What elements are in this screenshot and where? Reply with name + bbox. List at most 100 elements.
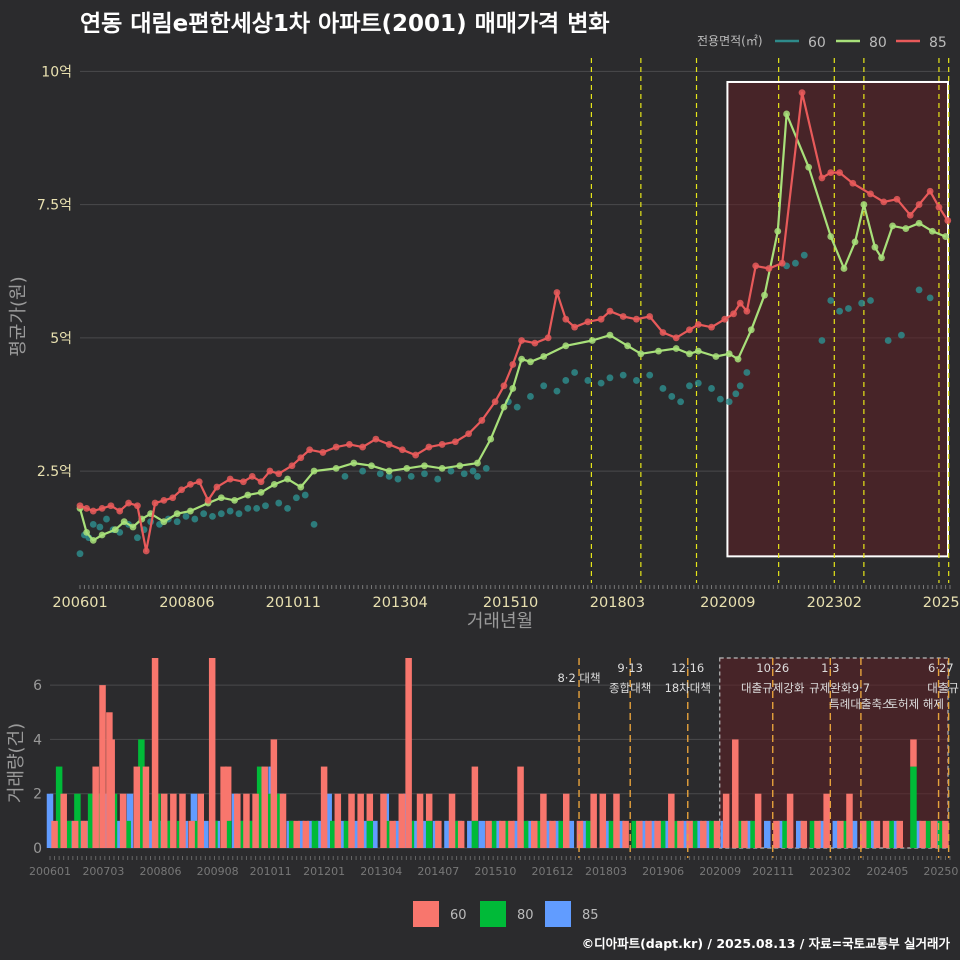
bar-60	[549, 820, 556, 848]
bar-80	[503, 820, 511, 848]
policy-annotation: 1·3	[821, 661, 839, 675]
data-point-80	[111, 526, 119, 534]
data-point-85	[606, 307, 614, 315]
bar-60	[142, 766, 150, 848]
data-point-60	[421, 470, 428, 478]
bar-80	[384, 820, 392, 848]
bar-85	[567, 820, 575, 848]
bar-60	[700, 820, 707, 848]
data-point-60	[226, 507, 234, 515]
bar-80	[782, 820, 789, 848]
bar-85	[704, 820, 712, 848]
data-point-80	[385, 467, 393, 475]
data-point-80	[915, 219, 923, 227]
bar-85	[512, 820, 520, 848]
data-point-85	[827, 169, 835, 176]
data-point-80	[500, 403, 508, 411]
data-point-80	[421, 462, 428, 470]
data-point-85	[893, 195, 901, 203]
bar-60	[348, 793, 355, 848]
bar-60	[320, 766, 328, 848]
data-point-85	[465, 430, 473, 438]
data-point-80	[637, 350, 645, 358]
x-tick-label: 202302	[807, 595, 862, 611]
data-point-60	[646, 371, 654, 379]
data-point-85	[736, 299, 744, 307]
bar-60	[531, 820, 538, 848]
bar-80	[343, 820, 351, 848]
x-tick-label: 2025	[923, 595, 960, 611]
bar-60	[119, 793, 127, 848]
data-point-60	[708, 385, 715, 392]
x-tick-label: 201906	[642, 865, 684, 878]
bar-80	[631, 820, 639, 848]
x-tick-label: 200601	[52, 595, 107, 611]
bar-85	[640, 820, 648, 848]
data-point-85	[332, 443, 340, 451]
data-point-60	[884, 337, 892, 344]
data-point-60	[619, 371, 627, 379]
bar-60	[366, 793, 374, 821]
data-point-85	[553, 289, 561, 296]
data-point-60	[275, 499, 283, 507]
bar-85	[298, 820, 305, 848]
bar-85	[681, 820, 689, 848]
data-point-80	[89, 536, 97, 544]
data-point-60	[469, 467, 477, 475]
legend-label-60: 60	[808, 35, 826, 51]
bar-85	[604, 820, 611, 848]
bar-85	[764, 820, 771, 848]
data-point-85	[116, 507, 124, 515]
data-point-60	[571, 369, 579, 376]
data-point-60	[359, 467, 367, 475]
x-tick-label: 200908	[197, 865, 239, 878]
bar-80	[585, 820, 593, 848]
data-point-85	[187, 480, 194, 488]
data-point-60	[235, 510, 243, 518]
data-point-85	[686, 326, 693, 334]
data-point-85	[297, 454, 305, 462]
bar-85	[581, 820, 588, 848]
bar-80	[535, 820, 543, 848]
bar-80	[366, 820, 374, 848]
policy-annotation: 종합대책	[609, 681, 651, 695]
data-point-60	[182, 512, 190, 520]
policy-annotation: 9·7	[852, 681, 870, 695]
bar-60	[224, 766, 232, 821]
bar-80	[124, 820, 131, 848]
data-point-60	[209, 512, 216, 520]
policy-annotation: 9·13	[617, 661, 643, 675]
data-point-60	[513, 403, 521, 411]
data-point-80	[160, 518, 168, 526]
data-point-80	[860, 201, 868, 208]
bar-85	[745, 820, 753, 848]
data-point-85	[694, 321, 702, 328]
data-point-60	[743, 369, 751, 376]
data-point-85	[659, 329, 667, 336]
data-point-85	[906, 211, 914, 219]
x-tick-label: 20250	[923, 865, 958, 878]
bar-60	[435, 820, 442, 848]
data-point-85	[288, 462, 296, 470]
y-tick-label: 7.5억	[37, 198, 72, 214]
bar-60	[170, 793, 177, 848]
policy-annotation: 12·16	[671, 661, 704, 675]
data-point-85	[204, 496, 212, 504]
data-point-80	[761, 291, 768, 299]
y-tick-label: 6	[33, 678, 42, 694]
bar-85	[325, 793, 332, 848]
bar-80	[750, 820, 757, 848]
bar-60	[425, 793, 433, 821]
x-tick-label: 201304	[372, 595, 427, 611]
bar-60	[471, 766, 479, 821]
bar-85	[832, 820, 840, 848]
data-point-85	[500, 382, 508, 390]
y-tick-label: 10억	[41, 64, 72, 80]
data-point-60	[253, 504, 261, 512]
bar-60	[160, 793, 168, 848]
bar-60	[896, 820, 903, 848]
data-point-80	[332, 465, 340, 472]
x-tick-label: 202111	[752, 865, 794, 878]
price-legend: 전용면적(㎡) 60 80 85	[697, 34, 947, 51]
